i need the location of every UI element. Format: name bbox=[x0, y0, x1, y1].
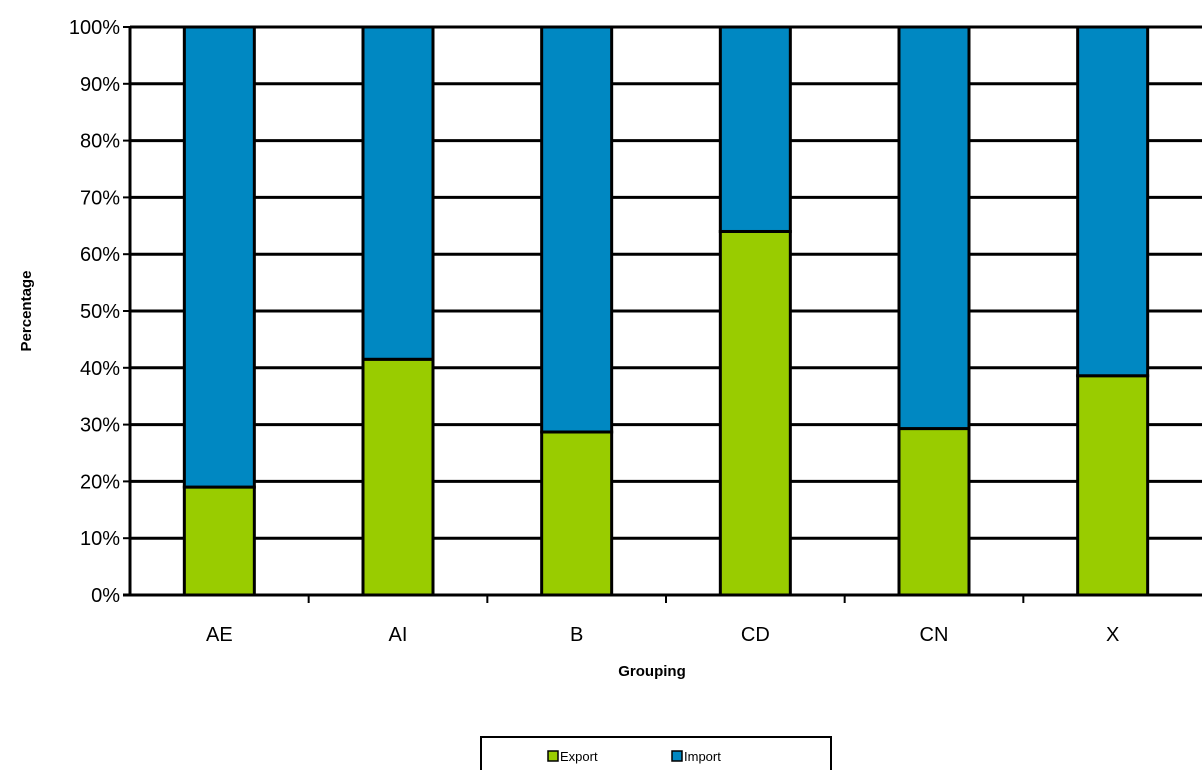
bar-export-cn bbox=[897, 427, 971, 597]
y-tick-label: 100% bbox=[69, 17, 120, 39]
bar-export-x bbox=[1076, 374, 1150, 597]
legend-swatch-import bbox=[671, 750, 683, 762]
bar-import-cd bbox=[718, 25, 792, 233]
y-tick-label: 0% bbox=[91, 585, 120, 607]
x-tick-labels: AE AI B CD CN X bbox=[206, 595, 1119, 646]
bar-export-ae bbox=[182, 485, 256, 597]
y-tick-label: 50% bbox=[80, 301, 120, 323]
y-tick-label: 10% bbox=[80, 528, 120, 550]
bar-import-b bbox=[540, 25, 614, 434]
legend-frame bbox=[480, 736, 832, 770]
bar-import-ai bbox=[361, 25, 435, 361]
x-tick-label: X bbox=[1106, 624, 1119, 646]
bar-export-ai bbox=[361, 357, 435, 597]
x-tick-label: AI bbox=[389, 624, 408, 646]
bar-import-cn bbox=[897, 25, 971, 431]
x-tick-label: AE bbox=[206, 624, 233, 646]
gridlines bbox=[130, 25, 1202, 540]
legend-label-export: Export bbox=[560, 749, 598, 764]
y-tick-label: 70% bbox=[80, 187, 120, 209]
y-tick-label: 60% bbox=[80, 244, 120, 266]
y-tick-label: 20% bbox=[80, 471, 120, 493]
legend-swatch-export bbox=[547, 750, 559, 762]
bar-import-x bbox=[1076, 25, 1150, 378]
y-axis-title: Percentage bbox=[18, 271, 35, 352]
y-tick-labels: 0% 10% 20% 30% 40% 50% 60% 70% 80% 90% 100% bbox=[69, 17, 130, 607]
legend-label-import: Import bbox=[684, 749, 721, 764]
y-tick-label: 30% bbox=[80, 415, 120, 437]
bar-export-b bbox=[540, 430, 614, 597]
y-tick-label: 80% bbox=[80, 131, 120, 153]
y-tick-label: 90% bbox=[80, 74, 120, 96]
x-tick-label: B bbox=[570, 624, 583, 646]
bar-import-ae bbox=[182, 25, 256, 489]
bar-export-cd bbox=[718, 229, 792, 597]
x-axis-title: Grouping bbox=[618, 663, 686, 680]
x-tick-label: CD bbox=[741, 624, 770, 646]
x-tick-label: CN bbox=[920, 624, 949, 646]
y-tick-label: 40% bbox=[80, 358, 120, 380]
legend: Export Import bbox=[480, 736, 832, 770]
